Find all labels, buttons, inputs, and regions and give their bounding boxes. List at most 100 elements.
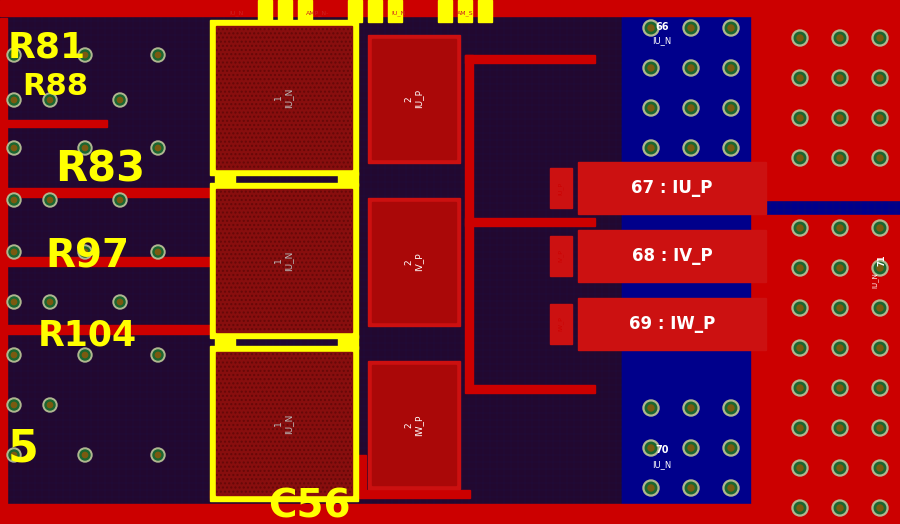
Circle shape xyxy=(792,70,808,86)
Text: 2
IU_P: 2 IU_P xyxy=(404,90,424,108)
Circle shape xyxy=(832,70,848,86)
Bar xyxy=(550,304,572,344)
Circle shape xyxy=(837,465,843,471)
Text: IU_N: IU_N xyxy=(229,10,243,16)
Circle shape xyxy=(683,440,699,456)
Circle shape xyxy=(80,143,90,153)
Circle shape xyxy=(834,112,846,124)
Circle shape xyxy=(797,35,803,41)
Circle shape xyxy=(153,450,163,460)
Bar xyxy=(210,20,358,175)
Circle shape xyxy=(645,402,657,414)
Circle shape xyxy=(153,247,163,257)
Circle shape xyxy=(82,452,87,457)
Bar xyxy=(215,172,235,186)
Circle shape xyxy=(837,35,843,41)
Circle shape xyxy=(151,141,165,155)
Text: 71: 71 xyxy=(878,254,886,266)
Circle shape xyxy=(725,482,737,494)
Circle shape xyxy=(792,300,808,316)
Circle shape xyxy=(9,450,19,460)
Circle shape xyxy=(683,480,699,496)
Circle shape xyxy=(115,297,125,307)
Circle shape xyxy=(151,448,165,462)
Circle shape xyxy=(12,402,17,408)
Bar xyxy=(465,55,473,385)
Text: R81: R81 xyxy=(8,30,86,64)
Circle shape xyxy=(728,105,734,111)
Bar xyxy=(622,0,900,524)
Bar xyxy=(478,0,492,22)
Circle shape xyxy=(794,502,806,514)
Circle shape xyxy=(643,480,659,496)
Circle shape xyxy=(82,249,87,255)
Circle shape xyxy=(115,195,125,205)
Circle shape xyxy=(45,400,55,410)
Circle shape xyxy=(82,145,87,151)
Bar xyxy=(338,172,358,186)
Circle shape xyxy=(643,20,659,36)
Circle shape xyxy=(877,505,883,511)
Circle shape xyxy=(115,95,125,105)
Circle shape xyxy=(688,105,694,111)
Text: R83: R83 xyxy=(55,148,145,190)
Circle shape xyxy=(645,102,657,114)
Circle shape xyxy=(872,380,888,396)
Circle shape xyxy=(648,485,654,491)
Text: 5: 5 xyxy=(8,428,39,471)
Circle shape xyxy=(725,402,737,414)
Circle shape xyxy=(834,462,846,474)
Circle shape xyxy=(151,48,165,62)
Circle shape xyxy=(113,295,127,309)
Circle shape xyxy=(797,265,803,271)
Circle shape xyxy=(837,155,843,161)
Circle shape xyxy=(78,141,92,155)
Circle shape xyxy=(9,195,19,205)
Bar xyxy=(7,325,217,334)
Circle shape xyxy=(683,20,699,36)
Bar xyxy=(258,0,272,22)
Bar xyxy=(578,162,766,214)
Circle shape xyxy=(797,465,803,471)
Circle shape xyxy=(728,405,734,411)
Bar xyxy=(278,0,292,22)
Circle shape xyxy=(725,22,737,34)
Circle shape xyxy=(874,342,886,354)
Circle shape xyxy=(832,420,848,436)
Circle shape xyxy=(685,482,697,494)
Text: 1
IU_N: 1 IU_N xyxy=(274,88,293,108)
Circle shape xyxy=(872,150,888,166)
Circle shape xyxy=(643,60,659,76)
Bar xyxy=(372,365,456,485)
Circle shape xyxy=(872,500,888,516)
Circle shape xyxy=(12,352,17,358)
Circle shape xyxy=(685,402,697,414)
Circle shape xyxy=(832,260,848,276)
Circle shape xyxy=(794,462,806,474)
Circle shape xyxy=(874,72,886,84)
Circle shape xyxy=(723,60,739,76)
Circle shape xyxy=(797,385,803,391)
Circle shape xyxy=(792,460,808,476)
Circle shape xyxy=(7,141,21,155)
Circle shape xyxy=(832,460,848,476)
Circle shape xyxy=(723,480,739,496)
Text: R88: R88 xyxy=(22,72,88,101)
Circle shape xyxy=(48,402,53,408)
Circle shape xyxy=(9,95,19,105)
Circle shape xyxy=(113,93,127,107)
Circle shape xyxy=(43,93,57,107)
Bar xyxy=(358,455,366,495)
Bar xyxy=(465,55,595,63)
Circle shape xyxy=(12,452,17,457)
Circle shape xyxy=(834,32,846,44)
Bar xyxy=(388,0,402,22)
Circle shape xyxy=(648,445,654,451)
Circle shape xyxy=(797,305,803,311)
Circle shape xyxy=(792,500,808,516)
Circle shape xyxy=(723,440,739,456)
Circle shape xyxy=(877,225,883,231)
Text: IU_P: IU_P xyxy=(558,181,563,194)
Circle shape xyxy=(156,249,161,255)
Circle shape xyxy=(832,110,848,126)
